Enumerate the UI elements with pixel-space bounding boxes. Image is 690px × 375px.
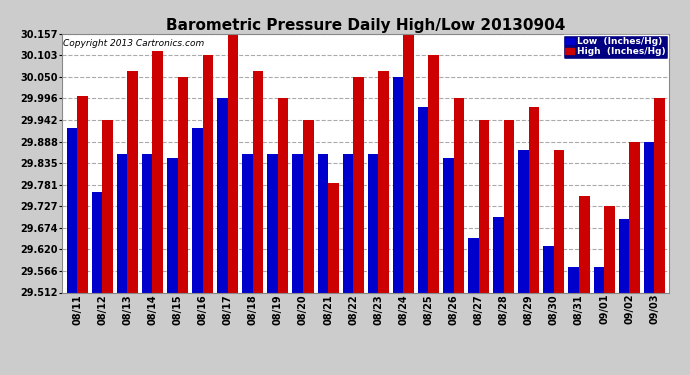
Bar <box>167 158 177 292</box>
Bar <box>278 98 288 292</box>
Bar <box>569 267 579 292</box>
Bar <box>293 154 303 292</box>
Bar <box>579 196 589 292</box>
Bar <box>378 70 388 292</box>
Bar <box>404 34 414 292</box>
Bar <box>619 219 629 292</box>
Bar <box>644 142 654 292</box>
Bar <box>303 120 313 292</box>
Bar <box>529 107 540 292</box>
Bar <box>228 34 238 292</box>
Bar <box>604 206 615 292</box>
Bar <box>343 154 353 292</box>
Bar <box>593 267 604 292</box>
Bar <box>267 154 278 292</box>
Bar <box>629 142 640 292</box>
Bar <box>428 56 439 292</box>
Bar <box>242 154 253 292</box>
Bar <box>453 98 464 292</box>
Bar <box>518 150 529 292</box>
Bar <box>152 51 163 292</box>
Bar <box>393 76 404 292</box>
Bar <box>177 76 188 292</box>
Bar <box>217 98 228 292</box>
Bar <box>654 98 664 292</box>
Legend: Low  (Inches/Hg), High  (Inches/Hg): Low (Inches/Hg), High (Inches/Hg) <box>562 34 669 59</box>
Bar <box>142 154 152 292</box>
Bar <box>479 120 489 292</box>
Bar <box>102 120 112 292</box>
Bar <box>368 154 378 292</box>
Title: Barometric Pressure Daily High/Low 20130904: Barometric Pressure Daily High/Low 20130… <box>166 18 565 33</box>
Bar <box>67 128 77 292</box>
Bar <box>92 192 102 292</box>
Bar <box>543 246 554 292</box>
Bar <box>418 107 428 292</box>
Bar <box>253 70 264 292</box>
Bar <box>493 217 504 292</box>
Bar <box>117 154 128 292</box>
Bar <box>554 150 564 292</box>
Bar <box>468 238 479 292</box>
Text: Copyright 2013 Cartronics.com: Copyright 2013 Cartronics.com <box>63 39 204 48</box>
Bar <box>353 76 364 292</box>
Bar <box>328 183 339 292</box>
Bar <box>317 154 328 292</box>
Bar <box>443 158 453 292</box>
Bar <box>203 56 213 292</box>
Bar <box>128 70 138 292</box>
Bar <box>192 128 203 292</box>
Bar <box>77 96 88 292</box>
Bar <box>504 120 514 292</box>
